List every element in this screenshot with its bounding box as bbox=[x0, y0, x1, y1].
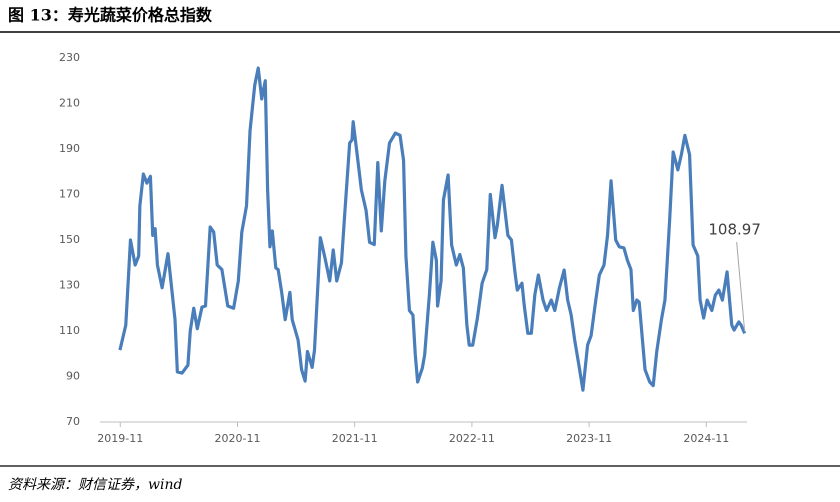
x-tick-label: 2019-11 bbox=[97, 432, 143, 445]
y-tick-label: 210 bbox=[59, 97, 80, 110]
y-tick-label: 110 bbox=[59, 324, 80, 337]
y-tick-label: 170 bbox=[59, 188, 80, 201]
x-tick-label: 2020-11 bbox=[215, 432, 261, 445]
y-tick-label: 130 bbox=[59, 279, 80, 292]
y-tick-label: 90 bbox=[66, 370, 80, 383]
y-tick-label: 230 bbox=[59, 51, 80, 64]
series-line bbox=[118, 66, 747, 392]
y-tick-label: 150 bbox=[59, 233, 80, 246]
y-tick-label: 70 bbox=[66, 415, 80, 428]
chart-title: 图 13：寿光蔬菜价格总指数 bbox=[8, 6, 213, 25]
x-tick-label: 2024-11 bbox=[683, 432, 729, 445]
value-annotation: 108.97 bbox=[708, 221, 761, 239]
x-tick-label: 2023-11 bbox=[566, 432, 612, 445]
annotation-leader bbox=[736, 241, 746, 332]
x-tick-label: 2021-11 bbox=[332, 432, 378, 445]
source-note: 资料来源：财信证券，wind bbox=[8, 477, 182, 493]
x-tick-label: 2022-11 bbox=[449, 432, 495, 445]
y-tick-label: 190 bbox=[59, 142, 80, 155]
